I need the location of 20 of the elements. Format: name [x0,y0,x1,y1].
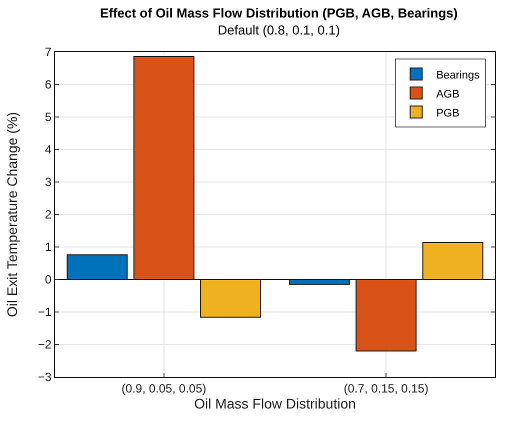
chart-title: Effect of Oil Mass Flow Distribution (PGB, AGB, Bearings) [100,6,458,21]
x-tick-label: (0.7, 0.15, 0.15) [344,381,428,396]
x-tick-label: (0.9, 0.05, 0.05) [122,381,206,396]
legend-label: AGB [436,88,460,100]
y-tick-label: 0 [44,272,52,287]
y-tick-label: 6 [44,78,52,92]
y-tick-label: −1 [38,305,52,320]
y-axis-title: Oil Exit Temperature Change (%) [4,112,20,318]
y-tick-label: 3 [44,175,52,190]
y-tick-label: −2 [38,338,52,352]
y-tick-label: 1 [44,240,52,254]
y-tick-label: 2 [44,208,52,222]
x-axis-title: Oil Mass Flow Distribution [194,396,356,412]
legend-label: PGB [436,107,460,120]
y-tick-label: 5 [44,110,52,124]
chart-subtitle: Default (0.8, 0.1, 0.1) [218,22,340,38]
y-tick-label: 4 [44,142,52,157]
y-tick-label: −3 [38,370,52,384]
y-tick-label: 7 [44,45,52,60]
legend-label: Bearings [436,69,480,82]
